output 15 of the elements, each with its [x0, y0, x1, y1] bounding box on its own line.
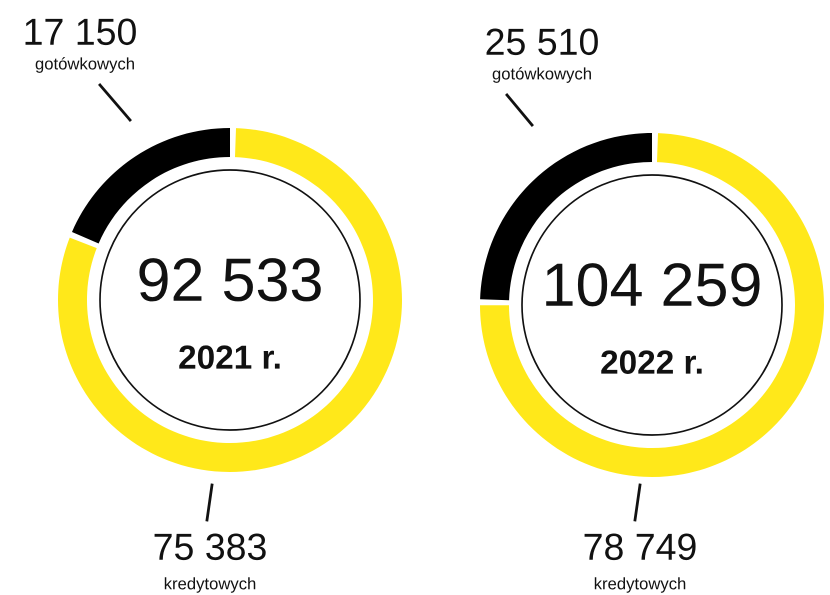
data-label: 17 150	[26, 18, 136, 46]
slice-label: kredytowych	[594, 577, 686, 593]
slice-label: gotówkowych	[36, 57, 134, 73]
data-label: 75 383	[154, 534, 266, 560]
text: 2021 r.	[179, 345, 280, 369]
slice-label: gotówkowych	[492, 67, 591, 83]
data-label: 25 510	[486, 28, 598, 56]
text: 92 533	[139, 258, 321, 302]
text: 2022 r.	[601, 350, 702, 374]
text: 104 259	[546, 263, 760, 306]
data-label: 78 749	[584, 534, 696, 560]
slice-label: kredytowych	[164, 577, 256, 593]
donut-slice	[58, 128, 402, 472]
donut-slice	[72, 128, 230, 244]
donut-slice	[480, 133, 824, 477]
